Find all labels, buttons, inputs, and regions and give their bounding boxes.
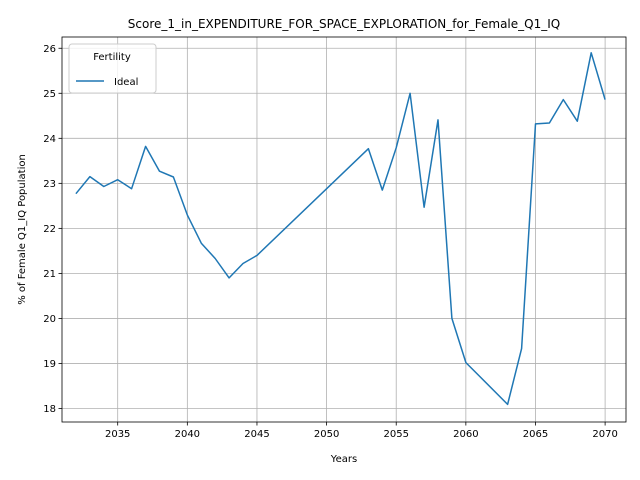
series-layer <box>75 52 606 406</box>
legend: Fertility Ideal <box>68 43 157 94</box>
x-tick-label: 2040 <box>175 429 200 440</box>
y-tick-label: 22 <box>43 224 56 235</box>
y-tick-label: 20 <box>43 314 56 325</box>
x-axis-ticks: 2035 2040 2045 2050 2055 2060 2065 2070 <box>105 422 618 440</box>
y-tick-label: 19 <box>43 359 56 370</box>
y-tick-label: 25 <box>43 89 56 100</box>
gridlines <box>62 37 626 422</box>
y-tick-label: 21 <box>43 269 56 280</box>
legend-title: Fertility <box>93 52 131 63</box>
y-tick-label: 24 <box>43 134 56 145</box>
y-tick-label: 26 <box>43 44 56 55</box>
x-tick-label: 2055 <box>383 429 408 440</box>
x-tick-label: 2065 <box>523 429 548 440</box>
y-tick-label: 23 <box>43 179 56 190</box>
x-tick-label: 2050 <box>314 429 339 440</box>
chart-title: Score_1_in_EXPENDITURE_FOR_SPACE_EXPLORA… <box>128 17 560 31</box>
y-tick-label: 18 <box>43 404 56 415</box>
y-axis-ticks: 18 19 20 21 22 23 24 25 26 <box>43 44 62 415</box>
series-line-ideal <box>75 52 606 406</box>
plot-frame <box>61 36 627 423</box>
x-tick-label: 2070 <box>592 429 617 440</box>
legend-label-ideal: Ideal <box>114 77 138 88</box>
y-axis-label: % of Female Q1_IQ Population <box>17 154 28 305</box>
x-axis-label: Years <box>330 454 357 465</box>
x-tick-label: 2035 <box>105 429 130 440</box>
x-tick-label: 2045 <box>244 429 269 440</box>
x-tick-label: 2060 <box>453 429 478 440</box>
